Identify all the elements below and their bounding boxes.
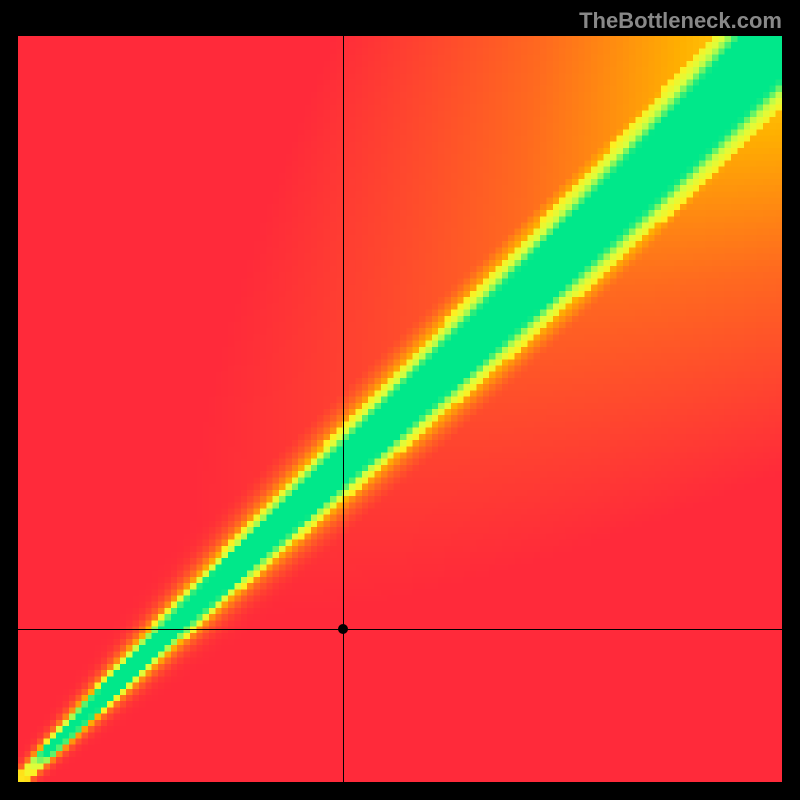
heatmap-canvas [18, 36, 782, 782]
watermark-text: TheBottleneck.com [579, 8, 782, 34]
heatmap-plot [18, 36, 782, 782]
crosshair-vertical [343, 36, 344, 782]
crosshair-horizontal [18, 629, 782, 630]
crosshair-dot [338, 624, 348, 634]
